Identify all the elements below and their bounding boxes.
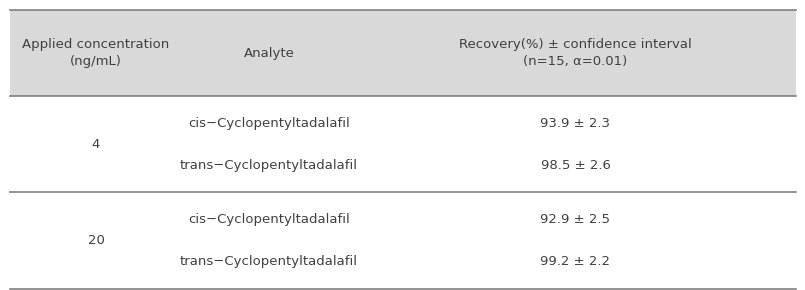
Text: trans−Cyclopentyltadalafil: trans−Cyclopentyltadalafil [180, 159, 358, 172]
Text: cis−Cyclopentyltadalafil: cis−Cyclopentyltadalafil [188, 117, 350, 130]
Text: 4: 4 [92, 138, 100, 151]
Text: cis−Cyclopentyltadalafil: cis−Cyclopentyltadalafil [188, 213, 350, 226]
Text: Applied concentration
(ng/mL): Applied concentration (ng/mL) [23, 38, 170, 68]
Text: Analyte: Analyte [243, 47, 295, 59]
Text: 20: 20 [88, 234, 105, 247]
Text: 92.9 ± 2.5: 92.9 ± 2.5 [540, 213, 610, 226]
FancyBboxPatch shape [10, 10, 795, 96]
Text: 98.5 ± 2.6: 98.5 ± 2.6 [541, 159, 610, 172]
Text: 99.2 ± 2.2: 99.2 ± 2.2 [540, 255, 610, 268]
Text: 93.9 ± 2.3: 93.9 ± 2.3 [540, 117, 610, 130]
Text: trans−Cyclopentyltadalafil: trans−Cyclopentyltadalafil [180, 255, 358, 268]
Text: Recovery(%) ± confidence interval
(n=15, α=0.01): Recovery(%) ± confidence interval (n=15,… [459, 38, 691, 68]
FancyBboxPatch shape [10, 96, 795, 192]
FancyBboxPatch shape [10, 192, 795, 289]
